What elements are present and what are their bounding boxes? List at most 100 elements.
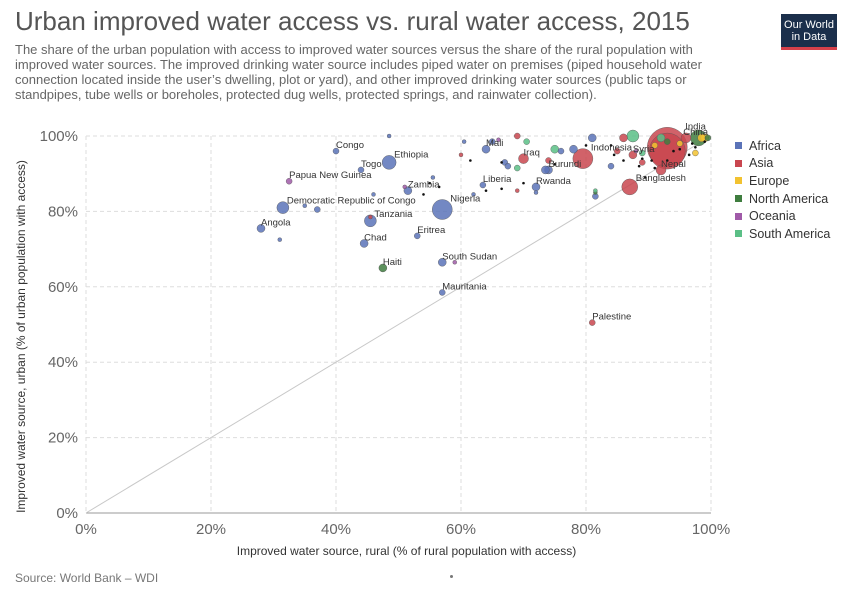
data-point: [332, 147, 340, 155]
legend-item[interactable]: Europe: [735, 172, 830, 190]
legend-swatch: [735, 177, 742, 185]
data-point-small: [644, 176, 647, 179]
point-label: Haiti: [383, 257, 402, 268]
data-point: [364, 214, 377, 228]
point-label: Zambia: [408, 180, 440, 191]
data-point: [588, 133, 597, 143]
legend-swatch: [735, 195, 742, 203]
legend-item[interactable]: Africa: [735, 137, 830, 155]
y-tick-label: 20%: [48, 430, 78, 447]
legend-item[interactable]: North America: [735, 190, 830, 208]
data-point: [676, 140, 683, 147]
data-point: [639, 159, 646, 166]
data-point: [651, 142, 658, 149]
data-point-small: [653, 166, 657, 170]
data-point: [664, 138, 671, 145]
point-label: Liberia: [483, 174, 512, 185]
y-tick-label: 0%: [56, 505, 78, 522]
point-label: Palestine: [592, 312, 631, 323]
y-tick-label: 80%: [48, 203, 78, 220]
data-point: [626, 129, 640, 143]
footer-dot: [450, 575, 453, 578]
data-point: [371, 192, 376, 197]
data-point-small: [500, 187, 503, 191]
x-tick-label: 60%: [446, 521, 476, 538]
data-point: [277, 237, 282, 242]
data-point: [639, 149, 646, 157]
chart-subtitle: The share of the urban population with a…: [15, 42, 702, 102]
data-point: [489, 138, 496, 145]
legend-item[interactable]: Oceania: [735, 207, 830, 225]
data-point: [481, 144, 491, 154]
data-point-small: [612, 153, 616, 157]
owid-logo[interactable]: Our World in Data: [781, 14, 837, 50]
data-point: [704, 134, 712, 142]
data-point: [557, 147, 565, 155]
logo-line-2: in Data: [791, 31, 827, 43]
y-tick-label: 40%: [48, 354, 78, 371]
legend-label: Europe: [749, 173, 790, 188]
data-point: [515, 188, 520, 193]
data-point-small: [422, 193, 425, 196]
legend-item[interactable]: Asia: [735, 155, 830, 173]
point-label: Togo: [361, 159, 382, 170]
point-label: Burundi: [549, 159, 582, 170]
data-point: [633, 148, 639, 154]
y-tick-label: 60%: [48, 279, 78, 296]
legend-label: Africa: [749, 138, 781, 153]
x-tick-label: 20%: [196, 521, 226, 538]
point-label: Mauritania: [442, 281, 487, 292]
point-label: Congo: [336, 140, 364, 151]
data-point: [386, 133, 392, 139]
data-point: [496, 137, 501, 142]
data-point: [359, 239, 369, 248]
data-point: [619, 133, 628, 143]
data-point-small: [690, 142, 694, 145]
data-point: [285, 178, 293, 185]
point-label: Papua New Guinea: [289, 170, 372, 181]
data-point-small: [469, 159, 472, 162]
point-label: Indonesia: [591, 143, 633, 154]
data-point: [461, 139, 467, 144]
legend-label: South America: [749, 226, 831, 241]
legend-item[interactable]: South America: [735, 225, 830, 243]
legend-swatch: [735, 230, 742, 238]
data-point-small: [637, 164, 641, 168]
data-point: [655, 164, 667, 176]
data-point: [545, 157, 552, 164]
data-point-small: [553, 162, 557, 166]
y-tick-label: 100%: [40, 128, 78, 145]
data-point: [378, 263, 388, 273]
point-label: South Sudan: [442, 251, 497, 262]
data-point: [276, 201, 290, 214]
data-point: [514, 164, 521, 172]
data-point: [649, 132, 686, 170]
point-label: Nepal: [661, 159, 686, 170]
data-point: [656, 133, 666, 143]
point-label: Chad: [364, 232, 387, 243]
data-point-small: [678, 147, 682, 151]
data-point: [479, 181, 487, 189]
point-label: Nigeria: [450, 194, 481, 205]
diagonal-line: [85, 135, 712, 514]
legend-label: Asia: [749, 156, 774, 171]
data-point: [414, 232, 421, 240]
data-point: [302, 203, 307, 208]
point-label: Eritrea: [417, 225, 446, 236]
data-point-small: [437, 185, 441, 189]
data-point-small: [622, 159, 625, 162]
legend-swatch: [735, 212, 742, 220]
logo-line-1: Our World: [784, 19, 834, 31]
data-point: [368, 214, 373, 220]
data-point: [541, 165, 550, 175]
data-point: [533, 190, 539, 195]
data-point: [514, 132, 521, 140]
data-point-small: [665, 159, 669, 162]
data-point-small: [694, 146, 697, 149]
data-point: [314, 206, 321, 213]
data-point: [432, 199, 453, 220]
data-point: [518, 153, 529, 164]
data-point: [504, 162, 512, 170]
point-label: Bangladesh: [636, 173, 686, 184]
chart-title: Urban improved water access vs. rural wa…: [15, 6, 690, 36]
